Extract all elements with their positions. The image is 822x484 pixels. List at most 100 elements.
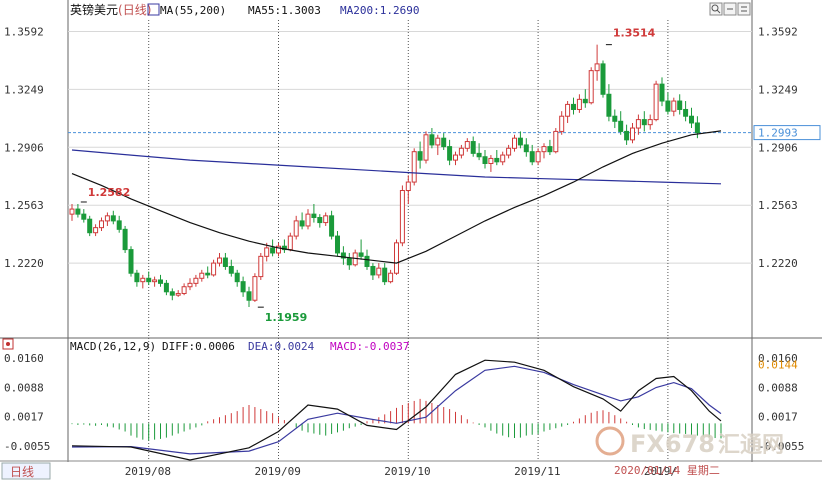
candlesticks [69,44,700,307]
candle-body [541,146,547,153]
candle-body [293,220,299,237]
candle-body [470,141,476,154]
macd-value-label: MACD:-0.0037 [330,340,409,353]
macd-title: MACD(26,12,9) [70,340,156,353]
candle-body [624,130,630,141]
candle-body [453,154,458,161]
candle-body [689,115,694,124]
candle-body [217,257,222,264]
candle-body [494,157,500,163]
candle-body [276,245,281,254]
last-price-box [753,125,821,141]
candle-body [346,257,352,266]
candle-body [523,144,529,153]
candle-body [281,245,287,251]
candle-body [264,247,270,257]
restore-icon[interactable] [2,338,14,350]
watermark-cn: 汇通网 [718,433,784,458]
price-tick-left: 1.3592 [4,25,44,38]
diff-line [71,359,722,461]
candle-body [99,220,104,229]
window-icons [2,2,751,350]
candle-body [594,63,600,72]
candle-body [683,108,689,117]
candle-body [187,282,193,288]
macd-diff-label: DIFF:0.0006 [162,340,235,353]
axis-labels: 1.3592 1.3592 1.3249 1.3249 1.2906 1.2906 1.25… [4,25,821,478]
candle-body [565,103,571,117]
candle-body [606,93,612,117]
candle-body [234,272,240,283]
macd-tick-left: 0.0088 [4,381,44,394]
period-tab[interactable] [1,462,51,480]
ma200-line [71,149,722,185]
candle-body [205,272,211,276]
candle-body [547,146,553,153]
candle-body [517,137,523,146]
candle-body [169,291,175,296]
candle-body [641,119,647,126]
candle-body [146,277,152,283]
macd-tick-left: 0.0160 [4,352,44,365]
price-tick-right: 1.2563 [758,199,798,212]
candle-body [571,103,576,110]
candle-body [335,235,340,254]
price-tick-right: 1.3592 [758,25,798,38]
candle-body [323,215,329,224]
candle-body [405,181,411,192]
candle-body [69,208,75,215]
candle-body [329,215,335,237]
date-tick: 2019/ [644,465,677,478]
candle-body [482,156,488,164]
candle-body [417,151,423,161]
ma55-line [71,130,722,264]
candle-body [612,115,618,122]
candle-body [128,249,134,274]
candle-body [104,215,110,222]
candle-body [630,127,635,141]
price-tick-right: 1.3249 [758,83,798,96]
watermark-logo-icon [595,426,625,456]
price-tick-left: 1.2906 [4,141,44,154]
candle-body [559,115,565,132]
date-tick: 2019/09 [255,465,301,478]
macd-dea-label: DEA:0.0024 [248,340,315,353]
candle-body [75,208,81,215]
ma-indicator-icon[interactable] [147,3,160,16]
macd-tick-right: 0.0160 [758,352,798,365]
candle-body [311,213,317,219]
candle-body [429,134,435,146]
candle-body [199,272,205,279]
indicator-lines [71,130,722,461]
candle-body [211,262,217,276]
candle-body [122,228,128,251]
price-annotation: 1.2582 [88,186,130,199]
settings-icon[interactable] [737,2,751,16]
candle-body [411,151,417,183]
candle-body [677,100,683,110]
candle-body [647,119,653,126]
candle-body [553,130,559,153]
candle-body [500,154,506,163]
candle-body [399,190,405,244]
dea-line [71,365,722,455]
zoom-out-icon[interactable] [723,2,737,16]
candle-body [358,252,364,257]
macd-tick-right: 0.0017 [758,410,798,423]
candle-body [447,146,453,161]
candle-body [305,213,311,227]
candle-body [659,83,665,102]
candle-body [175,292,181,296]
candle-body [576,98,582,110]
search-icon[interactable] [709,2,723,16]
candle-body [476,152,482,158]
price-tick-left: 1.3249 [4,83,44,96]
candle-body [116,220,122,230]
watermark: FX678 汇通网 [595,426,784,458]
candle-body [529,151,535,163]
candle-body [193,277,199,284]
candle-body [600,63,606,95]
symbol-label: 英镑美元(日线) [70,2,151,17]
candle-body [588,70,594,104]
